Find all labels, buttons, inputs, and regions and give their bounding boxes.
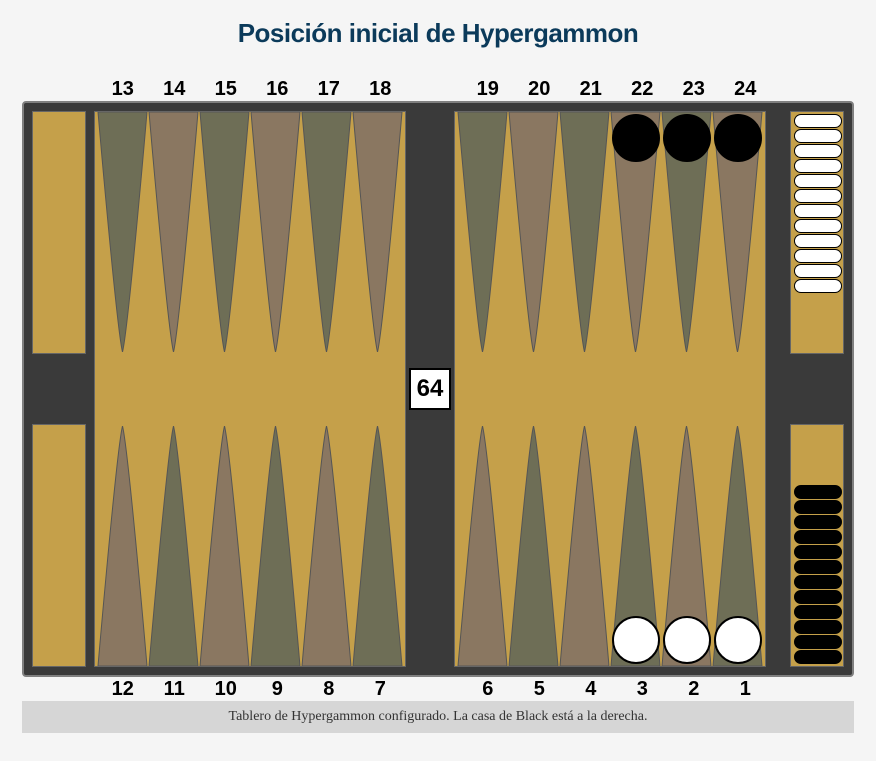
caption: Tablero de Hypergammon configurado. La c… <box>22 701 854 733</box>
point-label-10: 10 <box>200 678 252 701</box>
point-label-22: 22 <box>617 78 669 101</box>
point-8[interactable] <box>301 426 352 666</box>
point-label-15: 15 <box>200 78 252 101</box>
quad-left <box>94 111 406 667</box>
off-checker-black <box>794 560 842 574</box>
point-9[interactable] <box>250 426 301 666</box>
checker-white[interactable] <box>714 616 762 664</box>
off-checker-white <box>794 279 842 293</box>
point-18[interactable] <box>352 112 403 352</box>
point-label-18: 18 <box>355 78 407 101</box>
off-checker-white <box>794 159 842 173</box>
point-label-4: 4 <box>565 678 617 701</box>
off-checker-white <box>794 234 842 248</box>
right-tray-bottom <box>790 424 844 667</box>
point-label-6: 6 <box>462 678 514 701</box>
point-17[interactable] <box>301 112 352 352</box>
point-10[interactable] <box>199 426 250 666</box>
point-label-21: 21 <box>565 78 617 101</box>
off-checker-white <box>794 129 842 143</box>
off-checker-white <box>794 174 842 188</box>
left-tray <box>32 111 86 667</box>
point-5[interactable] <box>508 426 559 666</box>
top-point-labels: 131415161718 192021222324 <box>22 77 854 101</box>
point-4[interactable] <box>559 426 610 666</box>
point-7[interactable] <box>352 426 403 666</box>
off-checker-black <box>794 545 842 559</box>
point-21[interactable] <box>559 112 610 352</box>
point-20[interactable] <box>508 112 559 352</box>
point-label-11: 11 <box>149 678 201 701</box>
off-checker-black <box>794 485 842 499</box>
off-checker-white <box>794 144 842 158</box>
off-checker-white <box>794 249 842 263</box>
point-label-13: 13 <box>97 78 149 101</box>
off-checker-white <box>794 219 842 233</box>
point-label-20: 20 <box>514 78 566 101</box>
off-checker-white <box>794 264 842 278</box>
page-title: Posición inicial de Hypergammon <box>22 18 854 49</box>
off-checker-black <box>794 515 842 529</box>
checker-black[interactable] <box>612 114 660 162</box>
point-13[interactable] <box>97 112 148 352</box>
point-label-5: 5 <box>514 678 566 701</box>
point-19[interactable] <box>457 112 508 352</box>
off-checker-black <box>794 590 842 604</box>
point-label-7: 7 <box>355 678 407 701</box>
checker-black[interactable] <box>663 114 711 162</box>
point-label-24: 24 <box>720 78 772 101</box>
point-label-17: 17 <box>303 78 355 101</box>
right-tray-top <box>790 111 844 354</box>
point-14[interactable] <box>148 112 199 352</box>
off-checker-black <box>794 575 842 589</box>
off-checker-black <box>794 635 842 649</box>
board-frame: 64 <box>22 101 854 677</box>
off-checker-black <box>794 530 842 544</box>
off-checker-black <box>794 500 842 514</box>
checker-white[interactable] <box>663 616 711 664</box>
off-checker-white <box>794 189 842 203</box>
off-checker-black <box>794 605 842 619</box>
point-label-2: 2 <box>668 678 720 701</box>
point-label-9: 9 <box>252 678 304 701</box>
point-12[interactable] <box>97 426 148 666</box>
right-tray <box>790 111 844 667</box>
point-label-16: 16 <box>252 78 304 101</box>
off-checker-white <box>794 114 842 128</box>
checker-black[interactable] <box>714 114 762 162</box>
left-tray-bottom <box>32 424 86 667</box>
off-checker-black <box>794 650 842 664</box>
checker-white[interactable] <box>612 616 660 664</box>
bar: 64 <box>406 111 454 667</box>
point-label-23: 23 <box>668 78 720 101</box>
point-16[interactable] <box>250 112 301 352</box>
doubling-cube[interactable]: 64 <box>409 368 451 410</box>
play-area: 64 <box>94 111 782 667</box>
point-label-1: 1 <box>720 678 772 701</box>
point-label-19: 19 <box>462 78 514 101</box>
off-checker-white <box>794 204 842 218</box>
point-11[interactable] <box>148 426 199 666</box>
left-tray-top <box>32 111 86 354</box>
point-6[interactable] <box>457 426 508 666</box>
point-label-8: 8 <box>303 678 355 701</box>
bottom-point-labels: 121110987 654321 <box>22 677 854 701</box>
point-label-3: 3 <box>617 678 669 701</box>
quad-right <box>454 111 766 667</box>
point-15[interactable] <box>199 112 250 352</box>
point-label-14: 14 <box>149 78 201 101</box>
point-label-12: 12 <box>97 678 149 701</box>
off-checker-black <box>794 620 842 634</box>
